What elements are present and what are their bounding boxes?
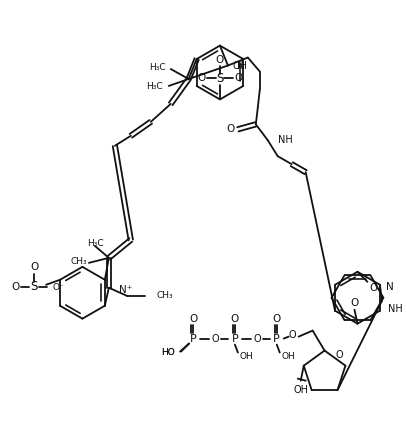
Text: NH: NH (388, 304, 403, 314)
Text: H₃C: H₃C (87, 239, 104, 248)
Text: HO: HO (161, 348, 175, 357)
Text: N⁺: N⁺ (119, 285, 132, 295)
Text: N: N (386, 282, 394, 292)
Text: O: O (231, 314, 239, 324)
Text: CH₃: CH₃ (70, 257, 87, 267)
Text: H₃C: H₃C (146, 83, 163, 91)
Text: O: O (197, 73, 205, 83)
Text: HO: HO (161, 348, 175, 357)
Text: CH₃: CH₃ (157, 291, 173, 300)
Text: O: O (369, 283, 378, 293)
Text: O: O (289, 329, 297, 340)
Text: O: O (227, 124, 235, 134)
Text: O: O (216, 55, 224, 65)
Text: O: O (350, 298, 359, 308)
Text: N: N (237, 60, 245, 70)
Text: P: P (232, 333, 238, 343)
Text: S: S (31, 280, 38, 293)
Text: O: O (30, 262, 38, 272)
Text: O: O (211, 333, 219, 343)
Text: NH: NH (278, 135, 293, 145)
Text: O: O (235, 73, 243, 83)
Text: O: O (253, 333, 260, 343)
Text: OH: OH (233, 60, 248, 70)
Text: P: P (274, 333, 280, 343)
Text: O⁻: O⁻ (53, 283, 65, 292)
Text: O: O (335, 350, 343, 360)
Text: P: P (190, 333, 197, 343)
Text: O: O (11, 282, 19, 292)
Text: S: S (216, 72, 223, 85)
Text: O: O (273, 314, 281, 324)
Text: H₃C: H₃C (149, 62, 166, 72)
Text: OH: OH (240, 352, 254, 361)
Text: OH: OH (282, 352, 295, 361)
Text: O: O (189, 314, 197, 324)
Text: OH: OH (293, 385, 308, 395)
